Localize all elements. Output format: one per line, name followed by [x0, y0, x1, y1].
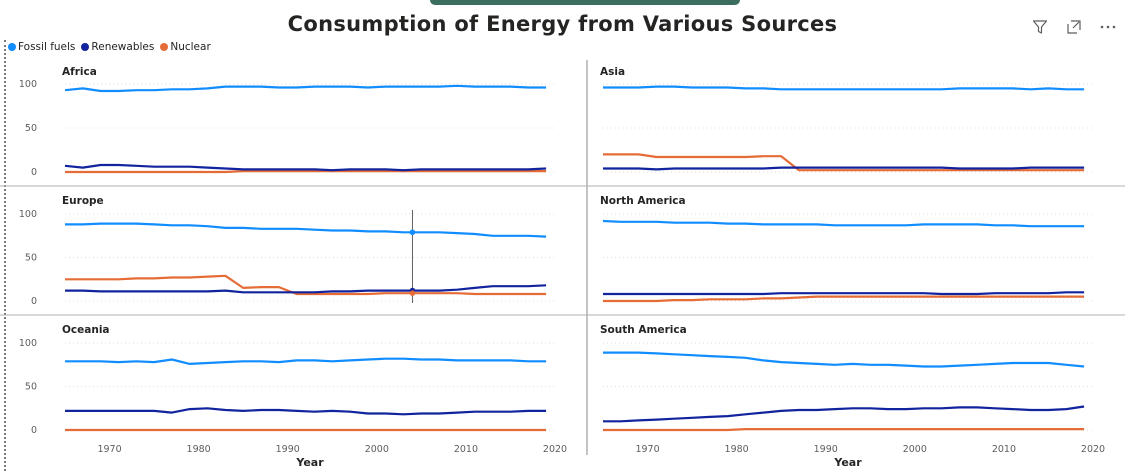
series-line-renewables[interactable]	[64, 163, 547, 172]
y-tick-label: 100	[19, 209, 37, 220]
series-line-nuclear[interactable]	[65, 274, 547, 296]
legend-label: Fossil fuels	[18, 41, 76, 53]
x-tick-label: 2000	[365, 444, 389, 455]
focus-mode-icon[interactable]	[1063, 16, 1085, 38]
series-line-fossil-fuels[interactable]	[64, 84, 547, 93]
legend-item-fossil[interactable]: Fossil fuels	[8, 41, 75, 53]
series-line-nuclear[interactable]	[603, 428, 1085, 432]
visual-header-icons	[1029, 16, 1119, 38]
y-tick-label: 0	[31, 167, 37, 178]
x-tick-label: 2000	[903, 444, 927, 455]
series-line-fossil-fuels[interactable]	[603, 351, 1085, 368]
y-tick-label: 0	[31, 296, 37, 307]
y-tick-label: 0	[31, 425, 37, 436]
legend-label: Nuclear	[170, 41, 211, 53]
x-tick-label: 1990	[814, 444, 838, 455]
x-tick-label: 1990	[276, 444, 300, 455]
filter-icon[interactable]	[1029, 16, 1051, 38]
panel-title: Africa	[62, 66, 97, 78]
panel-oceania: Oceania 0 50 100 1970 1980 1990 2000 2010 2020 Yea…	[19, 324, 567, 469]
panel-south-america: South America 1970 1980 1990 2000 2010 2020 Yea…	[600, 324, 1105, 469]
series-line-fossil-fuels[interactable]	[65, 222, 547, 238]
more-options-icon[interactable]	[1097, 16, 1119, 38]
panel-asia: Asia	[600, 66, 1093, 173]
series-line-fossil-fuels[interactable]	[603, 85, 1085, 91]
x-tick-label: 1980	[725, 444, 749, 455]
panel-north-america: North America	[600, 195, 1093, 303]
chart-title: Consumption of Energy from Various Sourc…	[287, 12, 838, 36]
y-tick-label: 100	[19, 79, 37, 90]
legend-dot-icon	[81, 43, 90, 51]
panel-europe: Europe 0 50 100	[19, 195, 555, 307]
y-tick-label: 50	[25, 123, 37, 134]
series-line-nuclear[interactable]	[65, 170, 547, 174]
y-tick-label: 50	[25, 253, 37, 264]
panel-title: Oceania	[62, 324, 110, 336]
panel-africa: Africa 0 50 100	[19, 66, 555, 178]
panel-title: Europe	[62, 195, 104, 207]
panel-title: North America	[600, 195, 686, 207]
panel-title: South America	[600, 324, 687, 336]
series-line-nuclear[interactable]	[603, 153, 1085, 172]
series-line-renewables[interactable]	[65, 284, 547, 294]
series-line-nuclear[interactable]	[603, 295, 1085, 303]
x-axis-title: Year	[833, 456, 862, 469]
series-line-renewables[interactable]	[603, 166, 1085, 171]
visual-selection-border	[4, 40, 6, 471]
tooltip-point[interactable]	[409, 229, 416, 236]
x-tick-label: 2020	[1081, 444, 1105, 455]
x-tick-label: 1970	[97, 444, 121, 455]
legend-dot-icon	[8, 43, 16, 51]
series-line-renewables[interactable]	[603, 405, 1085, 423]
tooltip-point[interactable]	[409, 290, 416, 296]
x-axis-title: Year	[295, 456, 324, 469]
x-tick-label: 1980	[187, 444, 211, 455]
series-line-fossil-fuels[interactable]	[65, 357, 547, 365]
legend-item-renewables[interactable]: Renewables	[81, 41, 154, 53]
top-accent-bar	[430, 0, 740, 5]
x-tick-label: 1970	[635, 444, 659, 455]
series-line-fossil-fuels[interactable]	[602, 219, 1085, 228]
legend-item-nuclear[interactable]: Nuclear	[160, 41, 211, 53]
legend: Fossil fuels Renewables Nuclear	[8, 41, 211, 53]
legend-dot-icon	[160, 43, 169, 51]
series-line-renewables[interactable]	[603, 291, 1085, 296]
x-tick-label: 2010	[992, 444, 1016, 455]
y-tick-label: 50	[25, 382, 37, 393]
y-tick-label: 100	[19, 338, 37, 349]
series-line-renewables[interactable]	[65, 407, 547, 416]
x-tick-label: 2020	[543, 444, 567, 455]
legend-label: Renewables	[91, 41, 155, 53]
panel-title: Asia	[600, 66, 625, 78]
x-tick-label: 2010	[454, 444, 478, 455]
